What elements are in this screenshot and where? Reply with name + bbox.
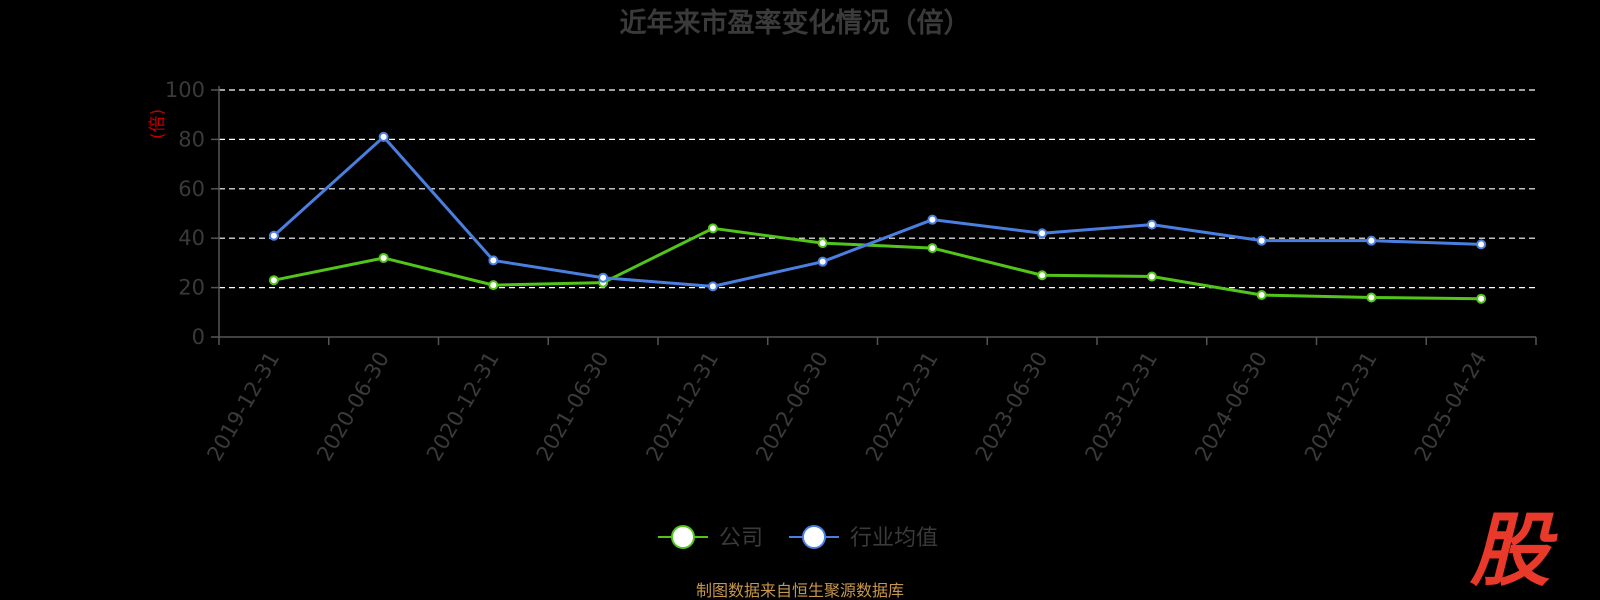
x-tick-label: 2024-12-31 (1300, 348, 1382, 466)
data-point[interactable] (817, 256, 828, 267)
x-tick-label: 2019-12-31 (202, 348, 284, 466)
legend-item[interactable]: 公司 (658, 525, 763, 551)
data-point[interactable] (268, 275, 279, 286)
x-tick-label: 2023-12-31 (1080, 348, 1162, 466)
data-point[interactable] (1146, 271, 1157, 282)
y-tick-label: 100 (165, 78, 205, 102)
data-point[interactable] (488, 280, 499, 291)
data-source-note: 制图数据来自恒生聚源数据库 (696, 581, 904, 600)
data-point[interactable] (1146, 219, 1157, 230)
legend-label: 行业均值 (850, 526, 938, 551)
x-tick-label: 2022-06-30 (751, 348, 833, 466)
watermark-logo: 股 (1469, 504, 1558, 597)
data-point[interactable] (817, 238, 828, 249)
data-point[interactable] (378, 252, 389, 263)
data-point[interactable] (707, 223, 718, 234)
data-point[interactable] (1256, 235, 1267, 246)
grid-lines (219, 89, 1536, 289)
x-tick-label: 2020-12-31 (422, 348, 504, 466)
data-point[interactable] (707, 281, 718, 292)
y-tick-label: 80 (178, 127, 205, 151)
y-axis-label: (倍) (148, 109, 168, 139)
y-tick-label: 60 (178, 177, 205, 201)
axes (211, 86, 1537, 345)
x-tick-label: 2021-06-30 (532, 348, 614, 466)
data-point[interactable] (598, 272, 609, 283)
series-line (272, 135, 1482, 288)
x-tick-labels: 2019-12-31 2020-06-30 2020-12-31 2021-06-30… (202, 348, 1491, 466)
legend-label: 公司 (719, 526, 763, 551)
y-tick-label: 40 (178, 226, 205, 250)
y-tick-labels: 0 20 40 60 80 100 (165, 78, 205, 349)
data-point[interactable] (1366, 292, 1377, 303)
data-point[interactable] (378, 131, 389, 142)
x-tick-label: 2023-06-30 (971, 348, 1053, 466)
x-tick-label: 2020-06-30 (312, 348, 394, 466)
data-point[interactable] (927, 214, 938, 225)
data-point[interactable] (1366, 235, 1377, 246)
data-point[interactable] (1476, 293, 1487, 304)
legend-marker (671, 525, 695, 549)
chart-title: 近年来市盈率变化情况（倍） (620, 7, 971, 39)
legend-item[interactable]: 行业均值 (789, 525, 938, 551)
x-tick-label: 2021-12-31 (641, 348, 723, 466)
y-tick-label: 20 (178, 276, 205, 300)
data-point[interactable] (488, 255, 499, 266)
legend-marker (802, 525, 826, 549)
legend[interactable]: 公司 行业均值 (658, 525, 938, 551)
data-point[interactable] (927, 243, 938, 254)
x-tick-label: 2024-06-30 (1190, 348, 1272, 466)
series-lines (268, 131, 1487, 304)
data-point[interactable] (1256, 290, 1267, 301)
data-point[interactable] (1037, 270, 1048, 281)
x-tick-label: 2022-12-31 (861, 348, 943, 466)
data-point[interactable] (1037, 228, 1048, 239)
data-point[interactable] (1476, 239, 1487, 250)
y-tick-label: 0 (192, 325, 205, 349)
series-line (273, 226, 1482, 301)
x-tick-label: 2025-04-24 (1410, 348, 1492, 466)
data-point[interactable] (268, 230, 279, 241)
